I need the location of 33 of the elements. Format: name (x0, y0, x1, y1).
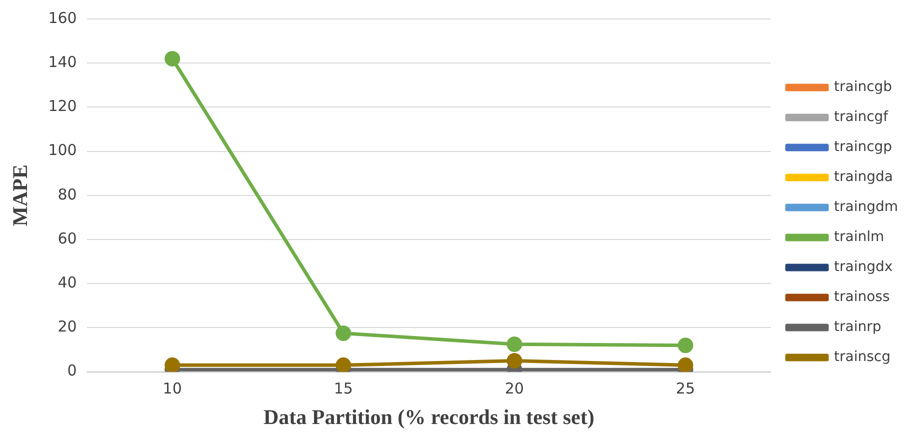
legend-label: trainscg (834, 349, 890, 366)
legend-label: traingdx (834, 259, 893, 276)
y-tick-label: 80 (58, 185, 77, 204)
legend-label: traingda (834, 169, 893, 186)
legend-label: trainoss (834, 289, 890, 306)
y-tick-label: 40 (58, 273, 77, 292)
legend-label: trainrp (834, 319, 882, 336)
legend-label: traincgp (834, 139, 892, 156)
point (336, 357, 352, 372)
legend-label: traingdm (834, 199, 898, 216)
legend-label: traincgf (834, 109, 890, 126)
x-tick-label: 15 (334, 380, 353, 398)
y-tick-label: 0 (67, 362, 77, 380)
legend-label: trainlm (834, 229, 884, 246)
y-tick-label: 100 (48, 141, 77, 160)
y-tick-label: 60 (58, 229, 77, 248)
legend-label: traincgb (834, 79, 892, 96)
point (506, 336, 522, 352)
x-tick-label: 20 (504, 380, 524, 398)
point (506, 353, 522, 369)
x-tick-label: 25 (676, 380, 696, 398)
y-tick-label: 120 (48, 97, 77, 116)
point (164, 357, 180, 372)
y-tick-label: 140 (48, 52, 77, 71)
point (336, 325, 352, 341)
y-tick-label: 20 (58, 318, 77, 336)
x-axis-title: Data Partition (% records in test set) (263, 404, 594, 429)
y-tick-label: 160 (48, 8, 77, 27)
y-axis-title: MAPE (8, 164, 32, 226)
point (164, 50, 180, 66)
x-tick-label: 10 (162, 380, 182, 398)
point (678, 338, 694, 354)
point (678, 357, 694, 372)
